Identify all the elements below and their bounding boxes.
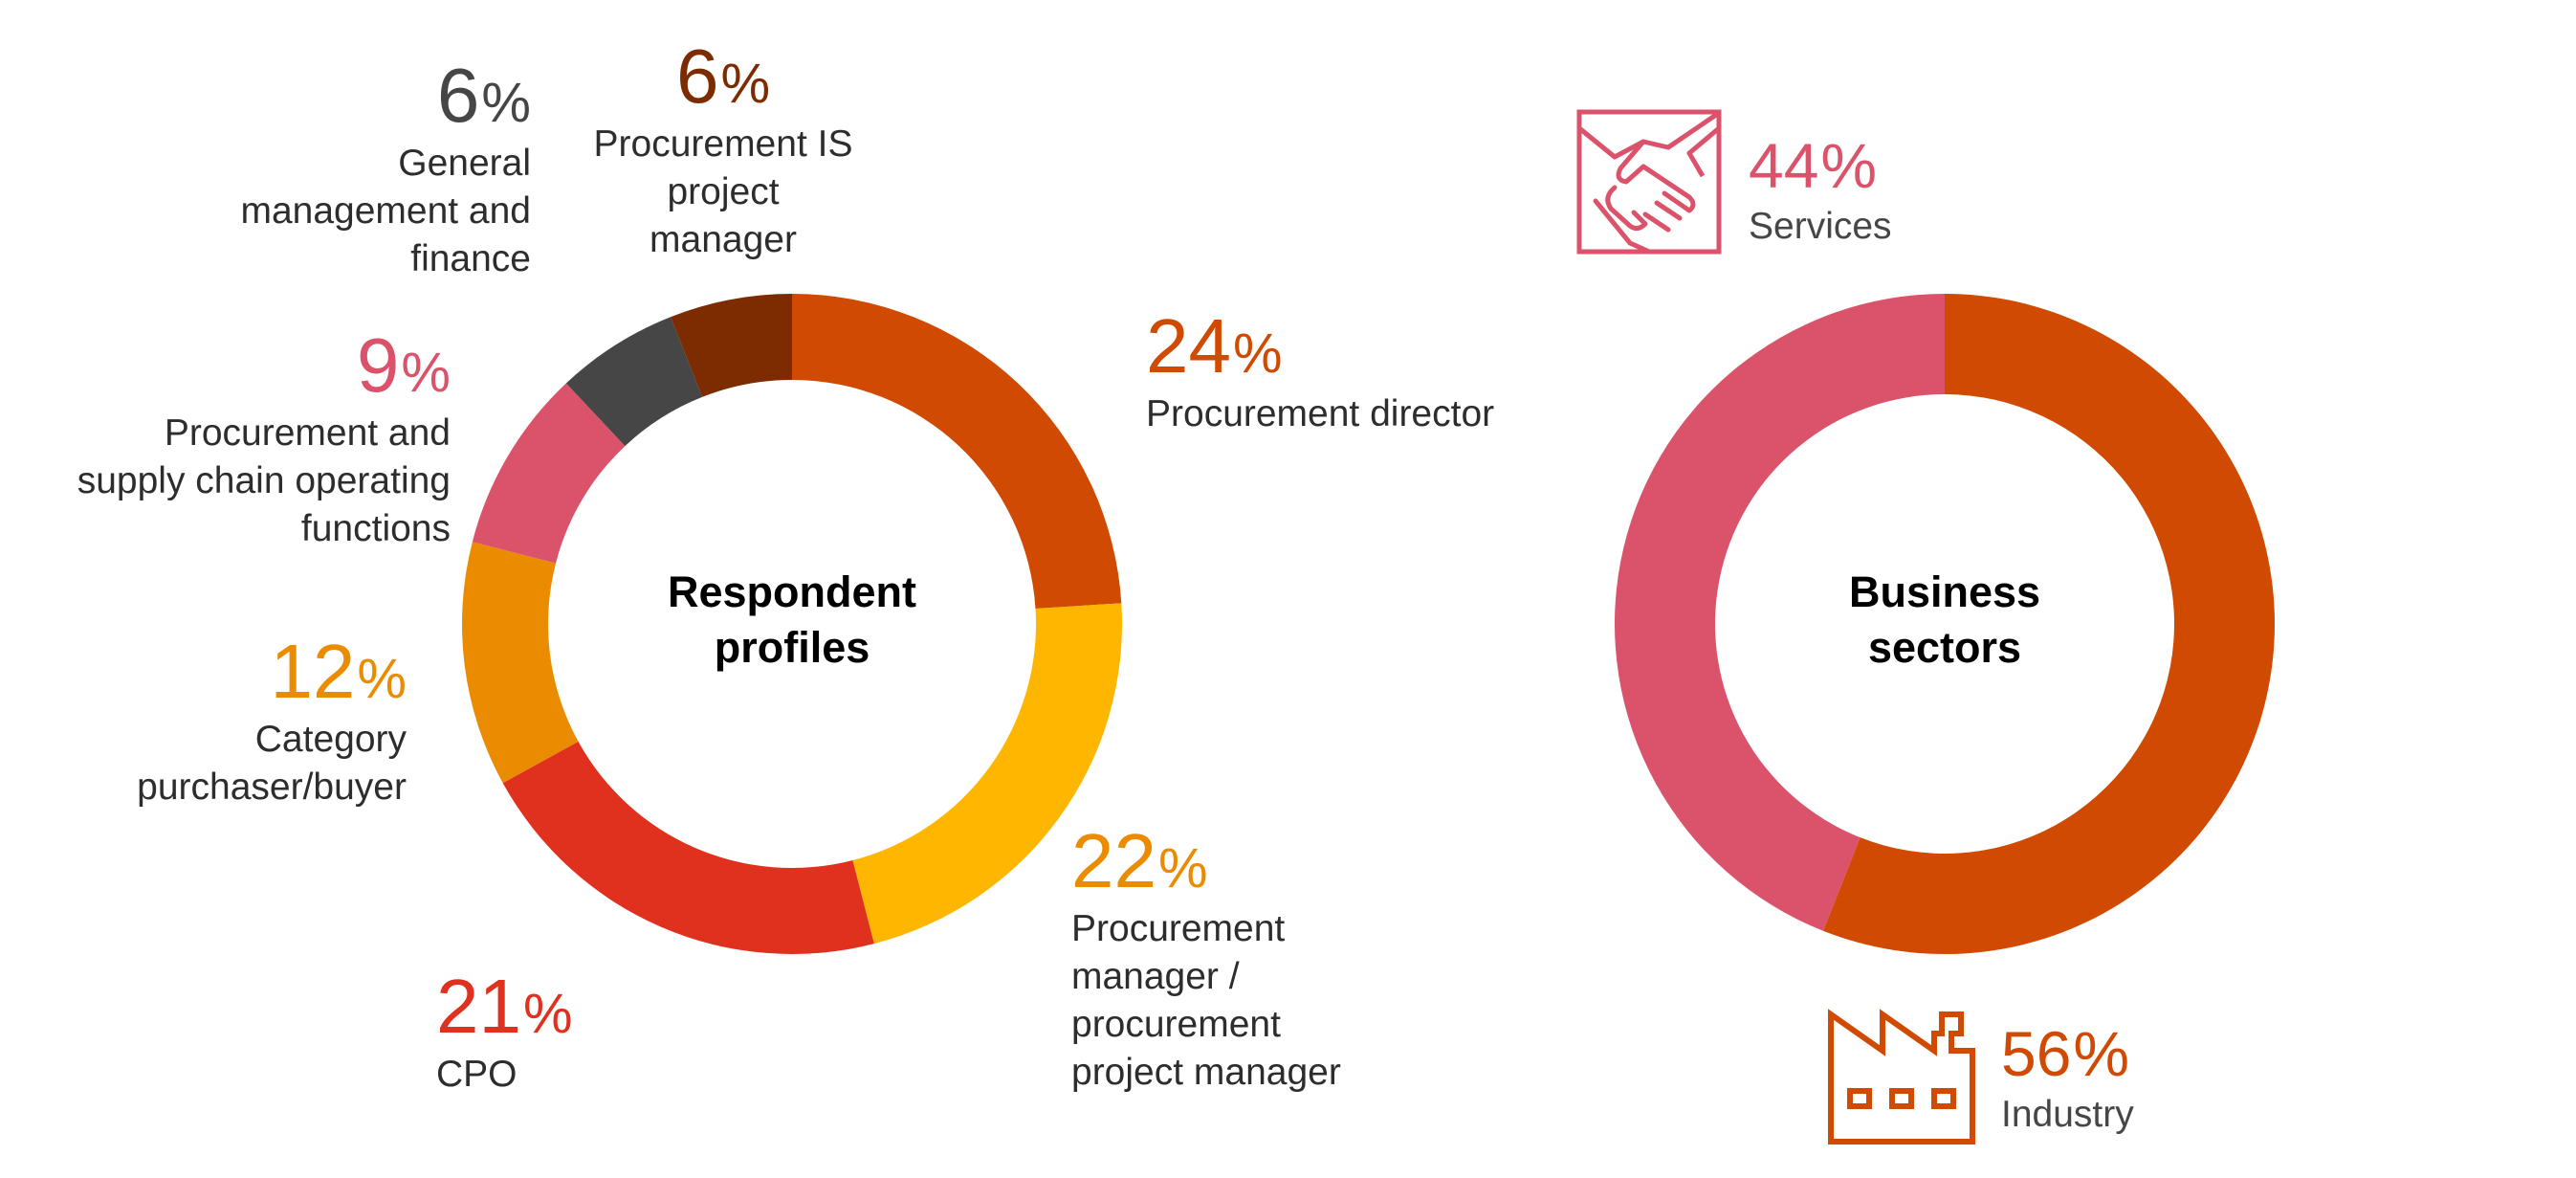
callout-services: 44% Services — [1749, 134, 1892, 251]
value-number: 44 — [1749, 130, 1819, 201]
callout-label: Procurement and supply chain operating f… — [77, 410, 451, 553]
percent-value: 44% — [1749, 134, 1892, 197]
callout-procurement-is: 6% Procurement IS project manager — [580, 38, 867, 264]
percent-symbol: % — [357, 648, 407, 710]
value-number: 6 — [675, 33, 719, 119]
percent-value: 22% — [1071, 823, 1341, 900]
percent-symbol: % — [401, 342, 451, 404]
percent-value: 24% — [1146, 308, 1494, 385]
label-line: manager — [650, 219, 797, 260]
callout-category-purchaser: 12% Category purchaser/buyer — [137, 633, 407, 811]
title-line-2: profiles — [714, 623, 870, 672]
label-line: manager / — [1071, 956, 1240, 997]
business-sectors-title: Business sectors — [1849, 565, 2040, 676]
callout-label: Procurement IS project manager — [580, 121, 867, 264]
callout-label: Industry — [2001, 1094, 2134, 1135]
percent-value: 6% — [240, 57, 531, 134]
callout-label: Services — [1749, 206, 1892, 247]
callout-supply-chain: 9% Procurement and supply chain operatin… — [77, 327, 451, 553]
callout-cpo: 21% CPO — [436, 968, 573, 1099]
label-line: Category — [254, 719, 407, 760]
callout-label: General management and finance — [240, 140, 531, 283]
label-line: purchaser/buyer — [137, 767, 407, 808]
factory-icon — [1827, 995, 1976, 1149]
slice-procurement-is-project-manager — [670, 294, 792, 397]
callout-procurement-director: 24% Procurement director — [1146, 308, 1494, 438]
label-line: supply chain operating — [77, 460, 451, 501]
percent-value: 56% — [2001, 1022, 2134, 1085]
label-line: finance — [410, 238, 531, 279]
label-line: Procurement and — [164, 412, 451, 454]
slice-general-management-and-finance — [565, 317, 703, 447]
percent-symbol: % — [1157, 837, 1208, 900]
label-line: procurement — [1071, 1004, 1281, 1045]
title-line-1: Respondent — [667, 567, 917, 616]
title-line-2: sectors — [1867, 623, 2022, 672]
percent-symbol: % — [522, 983, 573, 1045]
label-line: management and — [240, 190, 531, 232]
slice-industry — [1822, 294, 2276, 954]
slice-cpo — [502, 741, 874, 955]
percent-symbol: % — [1820, 130, 1878, 201]
title-line-1: Business — [1848, 567, 2041, 616]
label-line: General — [398, 143, 531, 184]
slice-procurement-director — [792, 294, 1122, 609]
callout-label: Category purchaser/buyer — [137, 716, 407, 811]
slice-services — [1615, 294, 1945, 931]
callout-label: Procurement director — [1146, 393, 1495, 434]
handshake-icon — [1576, 109, 1722, 259]
percent-symbol: % — [481, 72, 531, 134]
value-number: 22 — [1071, 818, 1156, 903]
label-line: functions — [300, 508, 451, 549]
value-number: 9 — [356, 322, 400, 408]
label-line: Procurement IS — [593, 123, 853, 165]
slice-procurement-and-supply-chain-operating-functions — [472, 383, 626, 564]
label-line: Procurement — [1071, 908, 1286, 949]
percent-value: 12% — [137, 633, 407, 710]
value-number: 24 — [1146, 303, 1231, 389]
percent-symbol: % — [720, 53, 771, 115]
slice-category-purchaser-buyer — [462, 542, 579, 784]
percent-symbol: % — [2073, 1018, 2130, 1089]
value-number: 12 — [270, 629, 356, 714]
percent-value: 9% — [77, 327, 451, 404]
callout-label: CPO — [436, 1054, 517, 1095]
slice-procurement-manager-procurement-project-manager — [852, 603, 1122, 945]
value-number: 56 — [2001, 1018, 2072, 1089]
value-number: 21 — [436, 964, 521, 1049]
callout-industry: 56% Industry — [2001, 1022, 2134, 1139]
callout-label: Procurement manager / procurement projec… — [1071, 905, 1341, 1097]
callout-general-management: 6% General management and finance — [240, 57, 531, 283]
value-number: 6 — [436, 53, 480, 138]
label-line: project manager — [1071, 1052, 1341, 1093]
label-line: project — [667, 171, 780, 212]
callout-procurement-manager: 22% Procurement manager / procurement pr… — [1071, 823, 1341, 1097]
percent-value: 6% — [580, 38, 867, 115]
percent-value: 21% — [436, 968, 573, 1045]
percent-symbol: % — [1232, 322, 1283, 385]
respondent-profiles-title: Respondent profiles — [668, 565, 916, 676]
